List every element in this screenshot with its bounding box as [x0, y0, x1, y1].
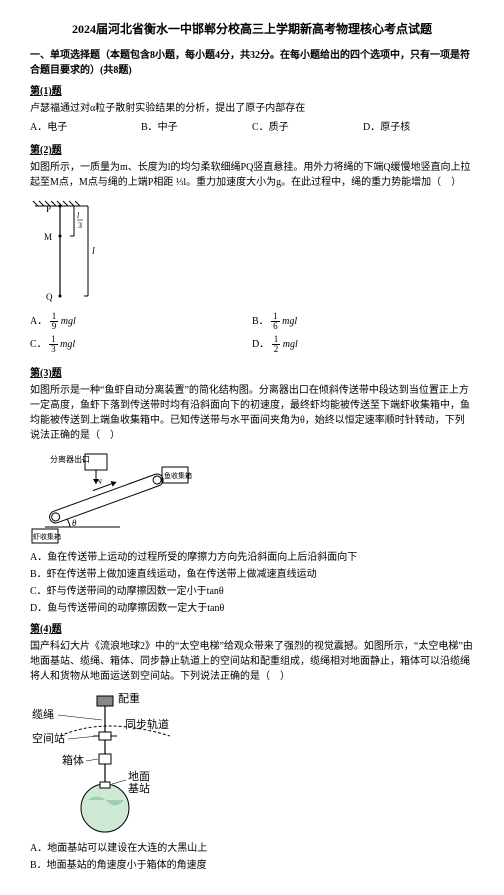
q3-opt-d: D．鱼与传送带间的动摩擦因数一定大于tanθ: [30, 601, 474, 616]
q3-options: A．鱼在传送带上运动的过程所受的摩擦力方向先沿斜面向上后沿斜面向下 B．虾在传送…: [30, 550, 474, 616]
q2-label-p: P: [46, 204, 51, 214]
frac-den: 6: [271, 322, 280, 331]
q2-a-pre: A．: [30, 316, 47, 327]
q2-c-post: mgl: [60, 339, 75, 350]
q2-c-pre: C．: [30, 339, 47, 350]
q2-label-m: M: [44, 232, 52, 242]
q1-options: A．电子 B．中子 C．质子 D．原子核: [30, 120, 474, 135]
q4-figure: 缆绳 配重 同步轨道 空间站 箱体 地面基站: [30, 690, 474, 835]
frac-den: 2: [272, 345, 281, 354]
q4-label-counterweight: 配重: [118, 691, 140, 705]
svg-text:3: 3: [78, 221, 82, 230]
q2-options: A． 19 mgl B． 16 mgl C． 13 mgl D． 12 mgl: [30, 312, 474, 358]
q4-label-box: 箱体: [62, 753, 84, 767]
q2-a-post: mgl: [61, 316, 76, 327]
q3-head: 第(3)题: [30, 366, 474, 381]
q4-label-base: 地面基站: [128, 770, 150, 795]
section-1-head: 一、单项选择题（本题包含8小题，每小题4分，共32分。在每小题给出的四个选项中，…: [30, 48, 474, 78]
q2-opt-d: D． 12 mgl: [252, 335, 474, 354]
q4-head: 第(4)题: [30, 622, 474, 637]
q2-d-pre: D．: [252, 339, 269, 350]
q3-label-inlet: 分离器出口: [50, 454, 90, 464]
q2-text: 如图所示，一质量为m、长度为l的均匀柔软细绳PQ竖直悬挂。用外力将绳的下端Q缓慢…: [30, 160, 474, 190]
q1-opt-d: D．原子核: [363, 120, 474, 135]
q2-figure: P M Q l 3 l: [30, 196, 474, 306]
frac-den: 3: [49, 345, 58, 354]
q2-d-post: mgl: [283, 339, 298, 350]
q2-b-pre: B．: [252, 316, 269, 327]
frac-den: 9: [50, 322, 59, 331]
q4-text: 国产科幻大片《流浪地球2》中的“太空电梯”给观众带来了强烈的视觉震撼。如图所示，…: [30, 639, 474, 684]
q3-label-shrimpbox: 虾收集箱: [33, 532, 61, 541]
q4-opt-b: B．地面基站的角速度小于箱体的角速度: [30, 858, 474, 873]
q2-opt-b: B． 16 mgl: [252, 312, 474, 331]
q2-opt-a: A． 19 mgl: [30, 312, 252, 331]
q1-head: 第(1)题: [30, 84, 474, 99]
q2-b-post: mgl: [282, 316, 297, 327]
q1-opt-c: C．质子: [252, 120, 363, 135]
q1-opt-b: B．中子: [141, 120, 252, 135]
q3-opt-c: C．虾与传送带间的动摩擦因数一定小于tanθ: [30, 584, 474, 599]
q3-opt-a: A．鱼在传送带上运动的过程所受的摩擦力方向先沿斜面向上后沿斜面向下: [30, 550, 474, 565]
q1-text: 卢瑟福通过对α粒子散射实验结果的分析，提出了原子内部存在: [30, 101, 474, 116]
q3-opt-b: B．虾在传送带上做加速直线运动，鱼在传送带上做减速直线运动: [30, 567, 474, 582]
q3-label-fishbox: 鱼收集箱: [164, 471, 192, 480]
svg-text:l: l: [77, 211, 80, 220]
q4-opt-a: A．地面基站可以建设在大连的大黑山上: [30, 841, 474, 856]
q4-label-orbit: 同步轨道: [125, 717, 169, 731]
q2-label-q: Q: [46, 292, 53, 302]
q4-options: A．地面基站可以建设在大连的大黑山上 B．地面基站的角速度小于箱体的角速度: [30, 841, 474, 873]
exam-title: 2024届河北省衡水一中邯郸分校高三上学期新高考物理核心考点试题: [30, 20, 474, 38]
q2-label-l: l: [92, 246, 95, 257]
q3-label-theta: θ: [72, 518, 77, 528]
q2-opt-c: C． 13 mgl: [30, 335, 252, 354]
q1-opt-a: A．电子: [30, 120, 141, 135]
q3-figure: v θ 分离器出口 鱼收集箱 虾收集箱: [30, 449, 474, 544]
q2-head: 第(2)题: [30, 143, 474, 158]
q4-label-cable: 缆绳: [32, 707, 54, 721]
q3-text: 如图所示是一种“鱼虾自动分离装置”的简化结构图。分离器出口在倾斜传送带中段达到当…: [30, 383, 474, 443]
q4-label-station: 空间站: [32, 731, 65, 745]
